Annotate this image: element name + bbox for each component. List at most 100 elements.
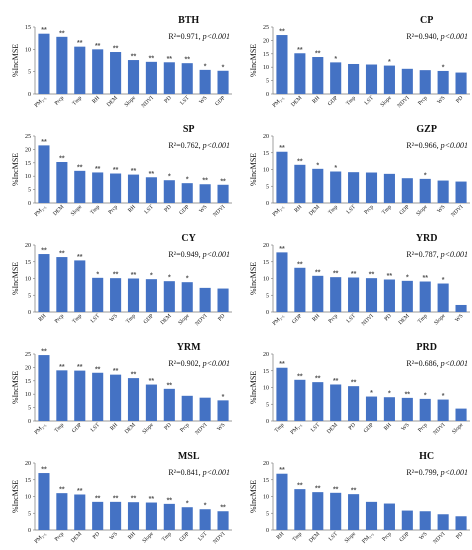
bar [127, 174, 140, 203]
y-tick-label: 15 [263, 151, 269, 157]
bar [217, 184, 229, 203]
y-tick-label: 20 [25, 147, 31, 153]
y-tick-label: 10 [25, 277, 31, 283]
significance-marker: ** [95, 166, 101, 173]
significance-marker: ** [185, 57, 191, 64]
significance-marker: ** [95, 366, 101, 373]
y-tick-label: 5 [28, 188, 31, 194]
model-stats: R²=0.762, p<0.001 [168, 141, 230, 150]
significance-marker: ** [149, 171, 155, 178]
y-tick-label: 10 [263, 495, 269, 501]
chart-title: CP [420, 15, 433, 26]
significance-marker: * [442, 64, 445, 71]
bar [38, 33, 50, 94]
bar [401, 68, 413, 94]
bar [365, 278, 378, 312]
x-tick-label: RH [38, 313, 48, 323]
bar [74, 494, 86, 530]
y-tick-label: 15 [25, 161, 31, 167]
y-axis-label: %IncMSE [11, 371, 20, 404]
bar [276, 367, 288, 421]
bar [163, 388, 175, 421]
significance-marker: ** [279, 29, 285, 36]
x-tick-label: PM₂.₅ [361, 531, 375, 545]
significance-marker: * [222, 394, 225, 401]
x-tick-label: GDP [399, 204, 411, 216]
y-tick-label: 0 [28, 310, 31, 316]
x-tick-label: Prcp [54, 313, 66, 325]
x-tick-label: WS [109, 531, 119, 541]
significance-marker: ** [315, 269, 321, 276]
x-tick-label: PD [163, 422, 172, 431]
p-value: p<0.001 [440, 468, 468, 477]
bar [181, 507, 193, 530]
model-stats: R²=0.841, p<0.001 [168, 468, 230, 477]
y-tick-label: 15 [263, 369, 269, 375]
x-tick-label: LST [328, 531, 340, 543]
r2-value: R²=0.762, [168, 141, 202, 150]
p-value: p<0.001 [202, 32, 230, 41]
significance-marker: ** [297, 158, 303, 165]
significance-marker: ** [220, 505, 226, 512]
bar [348, 172, 360, 203]
y-tick-label: 25 [25, 352, 31, 358]
x-tick-label: RH [383, 422, 393, 432]
significance-marker: ** [405, 391, 411, 398]
y-tick-label: 10 [263, 277, 269, 283]
bar [127, 502, 140, 530]
p-value: p<0.001 [440, 359, 468, 368]
model-stats: R²=0.686, p<0.001 [406, 359, 468, 368]
significance-marker: * [388, 59, 391, 66]
x-tick-label: PM₂.₅ [272, 95, 286, 109]
x-tick-label: LST [364, 95, 376, 107]
bar [455, 408, 467, 421]
x-tick-label: DEM [106, 95, 119, 108]
bar [276, 35, 288, 94]
bar [38, 355, 50, 421]
significance-marker: ** [220, 178, 226, 185]
r2-value: R²=0.949, [168, 250, 202, 259]
x-tick-label: PM₂.₅ [290, 422, 304, 436]
p-value: p<0.001 [202, 468, 230, 477]
bar [276, 473, 288, 530]
x-tick-label: GDP [214, 95, 226, 107]
bar [110, 278, 122, 312]
significance-marker: ** [77, 488, 83, 495]
x-tick-label: Prcp [363, 204, 375, 216]
significance-marker: * [334, 165, 337, 172]
x-tick-label: Prcp [54, 531, 66, 543]
y-tick-label: 15 [263, 52, 269, 58]
r2-value: R²=0.686, [406, 359, 440, 368]
bar [163, 503, 175, 530]
x-tick-label: Prcp [108, 204, 120, 216]
significance-marker: * [316, 162, 319, 169]
x-tick-label: Tmp [125, 313, 137, 325]
y-tick-label: 10 [25, 174, 31, 180]
x-tick-label: Slope [415, 204, 429, 218]
y-tick-label: 10 [263, 386, 269, 392]
x-tick-label: LST [346, 204, 358, 216]
x-tick-label: Prcp [417, 95, 429, 107]
bar [38, 473, 50, 530]
significance-marker: ** [279, 246, 285, 253]
y-tick-label: 15 [25, 25, 31, 31]
bar [276, 252, 288, 312]
significance-marker: * [204, 503, 207, 510]
bar [181, 183, 193, 203]
x-tick-label: RH [127, 531, 137, 541]
bar [437, 514, 449, 530]
bar [92, 501, 104, 530]
p-value: p<0.001 [202, 250, 230, 259]
y-tick-label: 20 [263, 461, 269, 467]
x-tick-label: DEM [52, 204, 65, 217]
y-tick-label: 5 [266, 184, 269, 190]
bar [199, 397, 211, 421]
significance-marker: ** [59, 487, 65, 494]
bar [312, 168, 324, 203]
bar [365, 396, 378, 421]
bar [110, 173, 122, 203]
significance-marker: ** [77, 254, 83, 261]
